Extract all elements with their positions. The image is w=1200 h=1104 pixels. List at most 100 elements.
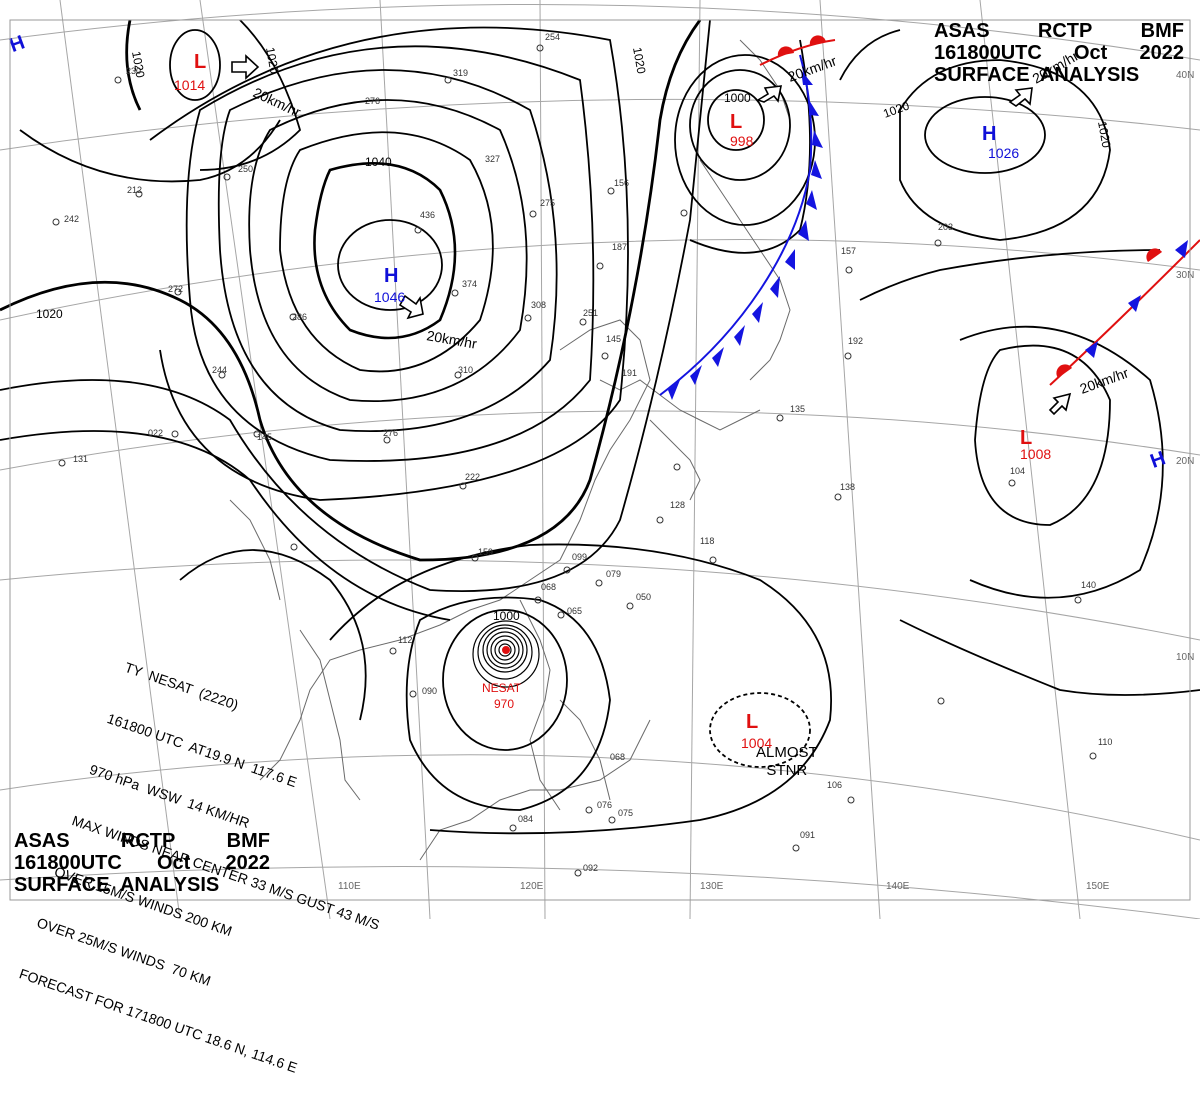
isobar-labels: 1020 1020 1020 1020 1040 1000 1020 1020 … <box>36 46 1114 623</box>
low-center-1008: L 1008 <box>1020 427 1051 462</box>
station-pressure-label: 128 <box>670 500 685 510</box>
svg-text:120E: 120E <box>520 881 544 892</box>
header-year: 2022 <box>225 852 271 874</box>
station-pressure-label: 308 <box>531 300 546 310</box>
station-pressure-label: 145 <box>257 432 272 442</box>
station-pressure-label: 090 <box>422 686 437 696</box>
station-pressure-label: 242 <box>64 214 79 224</box>
station-pressure-label: 050 <box>636 592 651 602</box>
station-pressure-label: 131 <box>73 454 88 464</box>
station-pressure-label: 250 <box>238 164 253 174</box>
typhoon-info-line: 161800 UTC AT19.9 N 117.6 E <box>105 710 300 791</box>
station-pressure-label: 276 <box>383 428 398 438</box>
isobar-label: 1000 <box>724 91 751 105</box>
station-pressure-label: 110 <box>1098 737 1112 747</box>
station-pressure-label: 075 <box>618 808 633 818</box>
station-pressure-label: 276 <box>365 96 380 106</box>
svg-text:40N: 40N <box>1176 70 1194 81</box>
station-pressure-label: 212 <box>127 185 142 195</box>
station-pressure-label: 244 <box>212 365 227 375</box>
svg-text:970: 970 <box>494 697 514 711</box>
station-pressure-label: 286 <box>292 312 307 322</box>
svg-text:20N: 20N <box>1176 456 1194 467</box>
header-code: BMF <box>1140 20 1184 42</box>
high-center-1026: H 1026 <box>982 123 1019 161</box>
station-labels: 319 276 327 436 374 275 156 254 187 308 251 145 310 2… <box>64 32 1112 873</box>
svg-text:140E: 140E <box>886 881 910 892</box>
svg-text:L: L <box>730 111 742 133</box>
station-pressure-label: 106 <box>827 780 842 790</box>
station-pressure-label: 436 <box>420 210 435 220</box>
header-center: RCTP <box>1037 20 1093 42</box>
station-pressure-label: 138 <box>840 482 855 492</box>
station-pressure-label: 275 <box>540 198 555 208</box>
weather-map: 319 276 327 436 374 275 156 254 187 308 251 145 310 2… <box>0 0 1200 919</box>
stationary-note-line: STNR <box>766 762 808 779</box>
stationary-note: ALMOST STNR <box>756 744 818 780</box>
station-pressure-label: 135 <box>790 404 805 414</box>
svg-text:1026: 1026 <box>988 145 1019 161</box>
svg-text:1004: 1004 <box>741 735 772 751</box>
isobar-label: 1020 <box>263 46 281 75</box>
header-bottom-left: ASAS RCTP BMF 161800UTC Oct 2022 SURFACE ANA… <box>14 830 270 896</box>
station-pressure-label: 327 <box>485 154 500 164</box>
isobar-label: 1020 <box>36 307 63 321</box>
station-pressure-label: 159 <box>478 547 493 557</box>
header-title: SURFACE ANALYSIS <box>14 874 220 896</box>
svg-text:10N: 10N <box>1176 652 1194 663</box>
svg-text:L: L <box>194 51 206 73</box>
typhoon-isobars <box>472 620 540 688</box>
graticule-labels: 40N 30N 20N 10N 110E 120E 130E 140E 150E <box>338 70 1194 892</box>
station-pressure-label: 104 <box>1010 466 1025 476</box>
isobar-label: 1020 <box>1095 120 1113 149</box>
isobar-label: 1020 <box>129 50 147 79</box>
station-pressure-label: 084 <box>518 814 533 824</box>
station-pressure-label: 065 <box>567 606 582 616</box>
svg-text:1008: 1008 <box>1020 446 1051 462</box>
station-pressure-label: 272 <box>168 284 183 294</box>
low-center-1004: L 1004 <box>741 711 772 751</box>
station-pressure-label: 076 <box>597 800 612 810</box>
isobar-label: 1000 <box>493 609 520 623</box>
typhoon-info-line: FORECAST FOR 171800 UTC 18.6 N, 114.6 E <box>17 965 300 1076</box>
typhoon-info-line: 970 hPa WSW 14 KM/HR <box>87 761 252 831</box>
header-month: Oct <box>1074 42 1108 64</box>
svg-text:NESAT: NESAT <box>482 681 522 695</box>
high-center-east: H <box>1147 447 1168 473</box>
svg-text:H: H <box>384 265 398 287</box>
cold-front-triangles <box>668 70 823 400</box>
high-center-1046: H 1046 <box>374 265 405 305</box>
coastlines <box>229 39 791 861</box>
station-pressure-label: 191 <box>622 368 637 378</box>
station-pressure-label: 118 <box>700 536 714 546</box>
typhoon-info-line: MAX WINDS NEAR CENTER 33 M/S GUST 43 M/S <box>70 812 382 933</box>
station-pressure-label: 068 <box>541 582 556 592</box>
station-pressure-label: 319 <box>453 68 468 78</box>
station-markers <box>52 44 1097 877</box>
warm-front <box>759 39 836 66</box>
station-pressure-label: 099 <box>572 552 587 562</box>
station-pressure-label: 092 <box>583 863 598 873</box>
station-pressure-label: 310 <box>458 365 473 375</box>
header-time: 161800UTC <box>934 42 1042 64</box>
svg-text:H: H <box>982 123 996 145</box>
station-pressure-label: 192 <box>848 336 863 346</box>
station-pressure-label: 187 <box>612 242 627 252</box>
header-region: ASAS <box>934 20 990 42</box>
header-top-right: ASAS RCTP BMF 161800UTC Oct 2022 SURFACE ANA… <box>934 20 1184 86</box>
station-pressure-label: 091 <box>800 830 815 840</box>
svg-text:130E: 130E <box>700 881 724 892</box>
header-center: RCTP <box>120 830 176 852</box>
header-region: ASAS <box>14 830 70 852</box>
typhoon-info-line: OVER 15M/S WINDS 200 KM <box>52 863 235 940</box>
station-pressure-label: 251 <box>583 308 598 318</box>
typhoon-info-line: OVER 25M/S WINDS 70 KM <box>34 914 213 989</box>
station-pressure-label: 140 <box>1081 580 1096 590</box>
station-pressure-label: 203 <box>938 222 953 232</box>
station-pressure-label: 022 <box>148 428 163 438</box>
station-pressure-label: 157 <box>841 246 856 256</box>
stationary-note-line: ALMOST <box>756 744 818 761</box>
header-code: BMF <box>226 830 270 852</box>
svg-text:998: 998 <box>730 133 754 149</box>
low-center-1014: L 1014 <box>174 51 206 93</box>
